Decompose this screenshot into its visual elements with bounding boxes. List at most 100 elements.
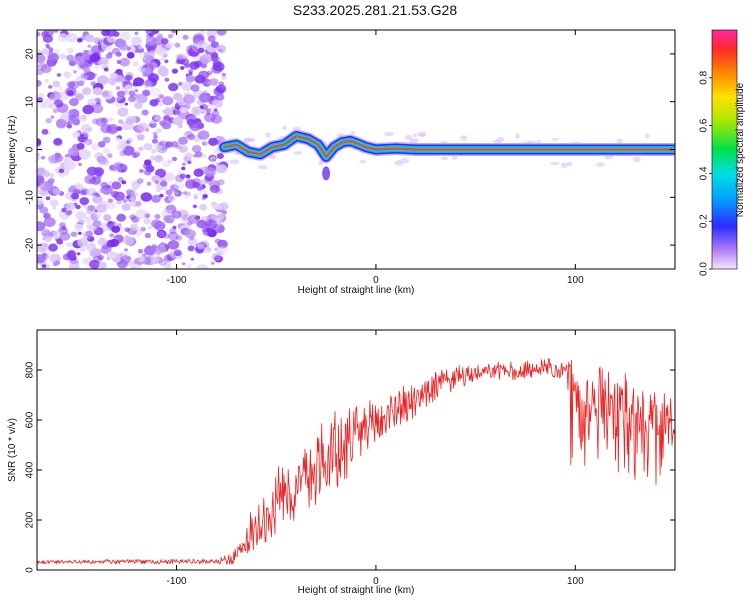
noise-blob xyxy=(70,231,78,237)
noise-blob xyxy=(66,81,76,88)
noise-blob xyxy=(145,36,158,46)
noise-blob xyxy=(168,195,176,202)
noise-blob xyxy=(66,250,76,259)
noise-blob xyxy=(174,42,181,48)
noise-blob xyxy=(90,81,97,86)
noise-blob xyxy=(98,261,107,269)
noise-blob xyxy=(165,141,173,148)
noise-blob xyxy=(178,136,188,145)
noise-blob xyxy=(49,199,59,207)
noise-blob xyxy=(117,223,122,228)
noise-blob xyxy=(156,33,164,39)
noise-blob xyxy=(125,74,133,81)
spectrogram-xtick-label: -100 xyxy=(167,275,187,286)
noise-blob xyxy=(205,219,218,230)
noise-blob xyxy=(37,79,42,87)
noise-blob xyxy=(85,230,94,237)
noise-blob xyxy=(63,160,76,171)
spectrogram-ridge xyxy=(217,129,675,181)
noise-blob xyxy=(92,51,101,59)
noise-blob xyxy=(152,195,160,202)
noise-blob xyxy=(172,116,184,126)
noise-blob xyxy=(185,74,195,83)
noise-blob xyxy=(167,33,174,39)
noise-blob xyxy=(177,170,182,174)
noise-blob xyxy=(173,180,185,190)
colorbar: 0.0 0.2 0.4 0.6 0.8 Normalized spectral ampl… xyxy=(699,29,746,276)
noise-blob xyxy=(163,115,171,122)
noise-blob xyxy=(66,32,78,43)
noise-blob xyxy=(76,252,81,256)
colorbar-tick-label: 0.4 xyxy=(699,166,710,180)
noise-blob xyxy=(203,167,216,177)
noise-blob xyxy=(52,206,57,210)
noise-blob xyxy=(52,187,61,195)
noise-blob xyxy=(56,119,67,129)
noise-blob xyxy=(187,237,198,246)
noise-speckle xyxy=(229,159,240,164)
noise-speckle xyxy=(412,133,418,137)
noise-blob xyxy=(106,201,116,210)
noise-blob xyxy=(149,87,161,97)
noise-blob xyxy=(155,250,162,255)
noise-blob xyxy=(43,212,51,219)
noise-blob xyxy=(85,205,97,215)
noise-blob xyxy=(108,180,113,185)
noise-blob xyxy=(71,192,79,200)
noise-blob xyxy=(124,102,129,106)
noise-blob xyxy=(210,214,215,219)
noise-blob xyxy=(142,73,147,77)
noise-blob xyxy=(172,156,178,162)
noise-blob xyxy=(138,256,146,263)
noise-blob xyxy=(67,47,74,54)
snr-xtick-label: 100 xyxy=(567,576,584,587)
noise-blob xyxy=(37,138,42,145)
noise-blob xyxy=(207,35,216,43)
noise-blob xyxy=(209,184,220,194)
noise-blob xyxy=(153,114,162,121)
noise-blob xyxy=(92,194,103,204)
noise-blob xyxy=(149,99,159,107)
noise-blob xyxy=(183,94,195,105)
noise-blob xyxy=(191,106,203,116)
noise-blob xyxy=(138,45,143,50)
noise-blob xyxy=(106,239,116,248)
noise-blob xyxy=(68,147,80,157)
noise-blob xyxy=(87,205,96,212)
noise-blob xyxy=(214,212,225,221)
noise-blob xyxy=(93,167,105,177)
noise-blob xyxy=(121,180,127,185)
noise-blob xyxy=(197,243,205,250)
noise-blob xyxy=(108,51,113,56)
noise-blob xyxy=(154,180,160,185)
noise-blob xyxy=(145,30,157,36)
ridge-dip-artifact xyxy=(322,166,331,181)
noise-blob xyxy=(159,242,166,248)
noise-blob xyxy=(201,153,207,159)
noise-blob xyxy=(119,252,123,256)
noise-blob xyxy=(41,98,54,109)
noise-blob xyxy=(171,210,182,219)
noise-blob xyxy=(41,128,49,135)
noise-blob xyxy=(162,109,167,113)
noise-blob xyxy=(79,132,89,140)
noise-blob xyxy=(97,237,107,246)
noise-blob xyxy=(133,101,143,110)
noise-blob xyxy=(190,257,195,261)
noise-blob xyxy=(50,230,62,240)
noise-blob xyxy=(130,85,139,92)
noise-blob xyxy=(37,147,44,153)
noise-speckle xyxy=(417,131,427,137)
noise-speckle xyxy=(551,137,559,141)
snr-plot-area xyxy=(37,330,675,570)
noise-blob xyxy=(95,97,101,103)
noise-blob xyxy=(184,229,196,239)
noise-blob xyxy=(41,31,49,38)
noise-blob xyxy=(126,140,131,144)
noise-blob xyxy=(57,86,63,91)
noise-blob xyxy=(216,153,224,159)
noise-blob xyxy=(68,114,76,120)
noise-blob xyxy=(37,242,49,253)
noise-blob xyxy=(79,197,90,206)
